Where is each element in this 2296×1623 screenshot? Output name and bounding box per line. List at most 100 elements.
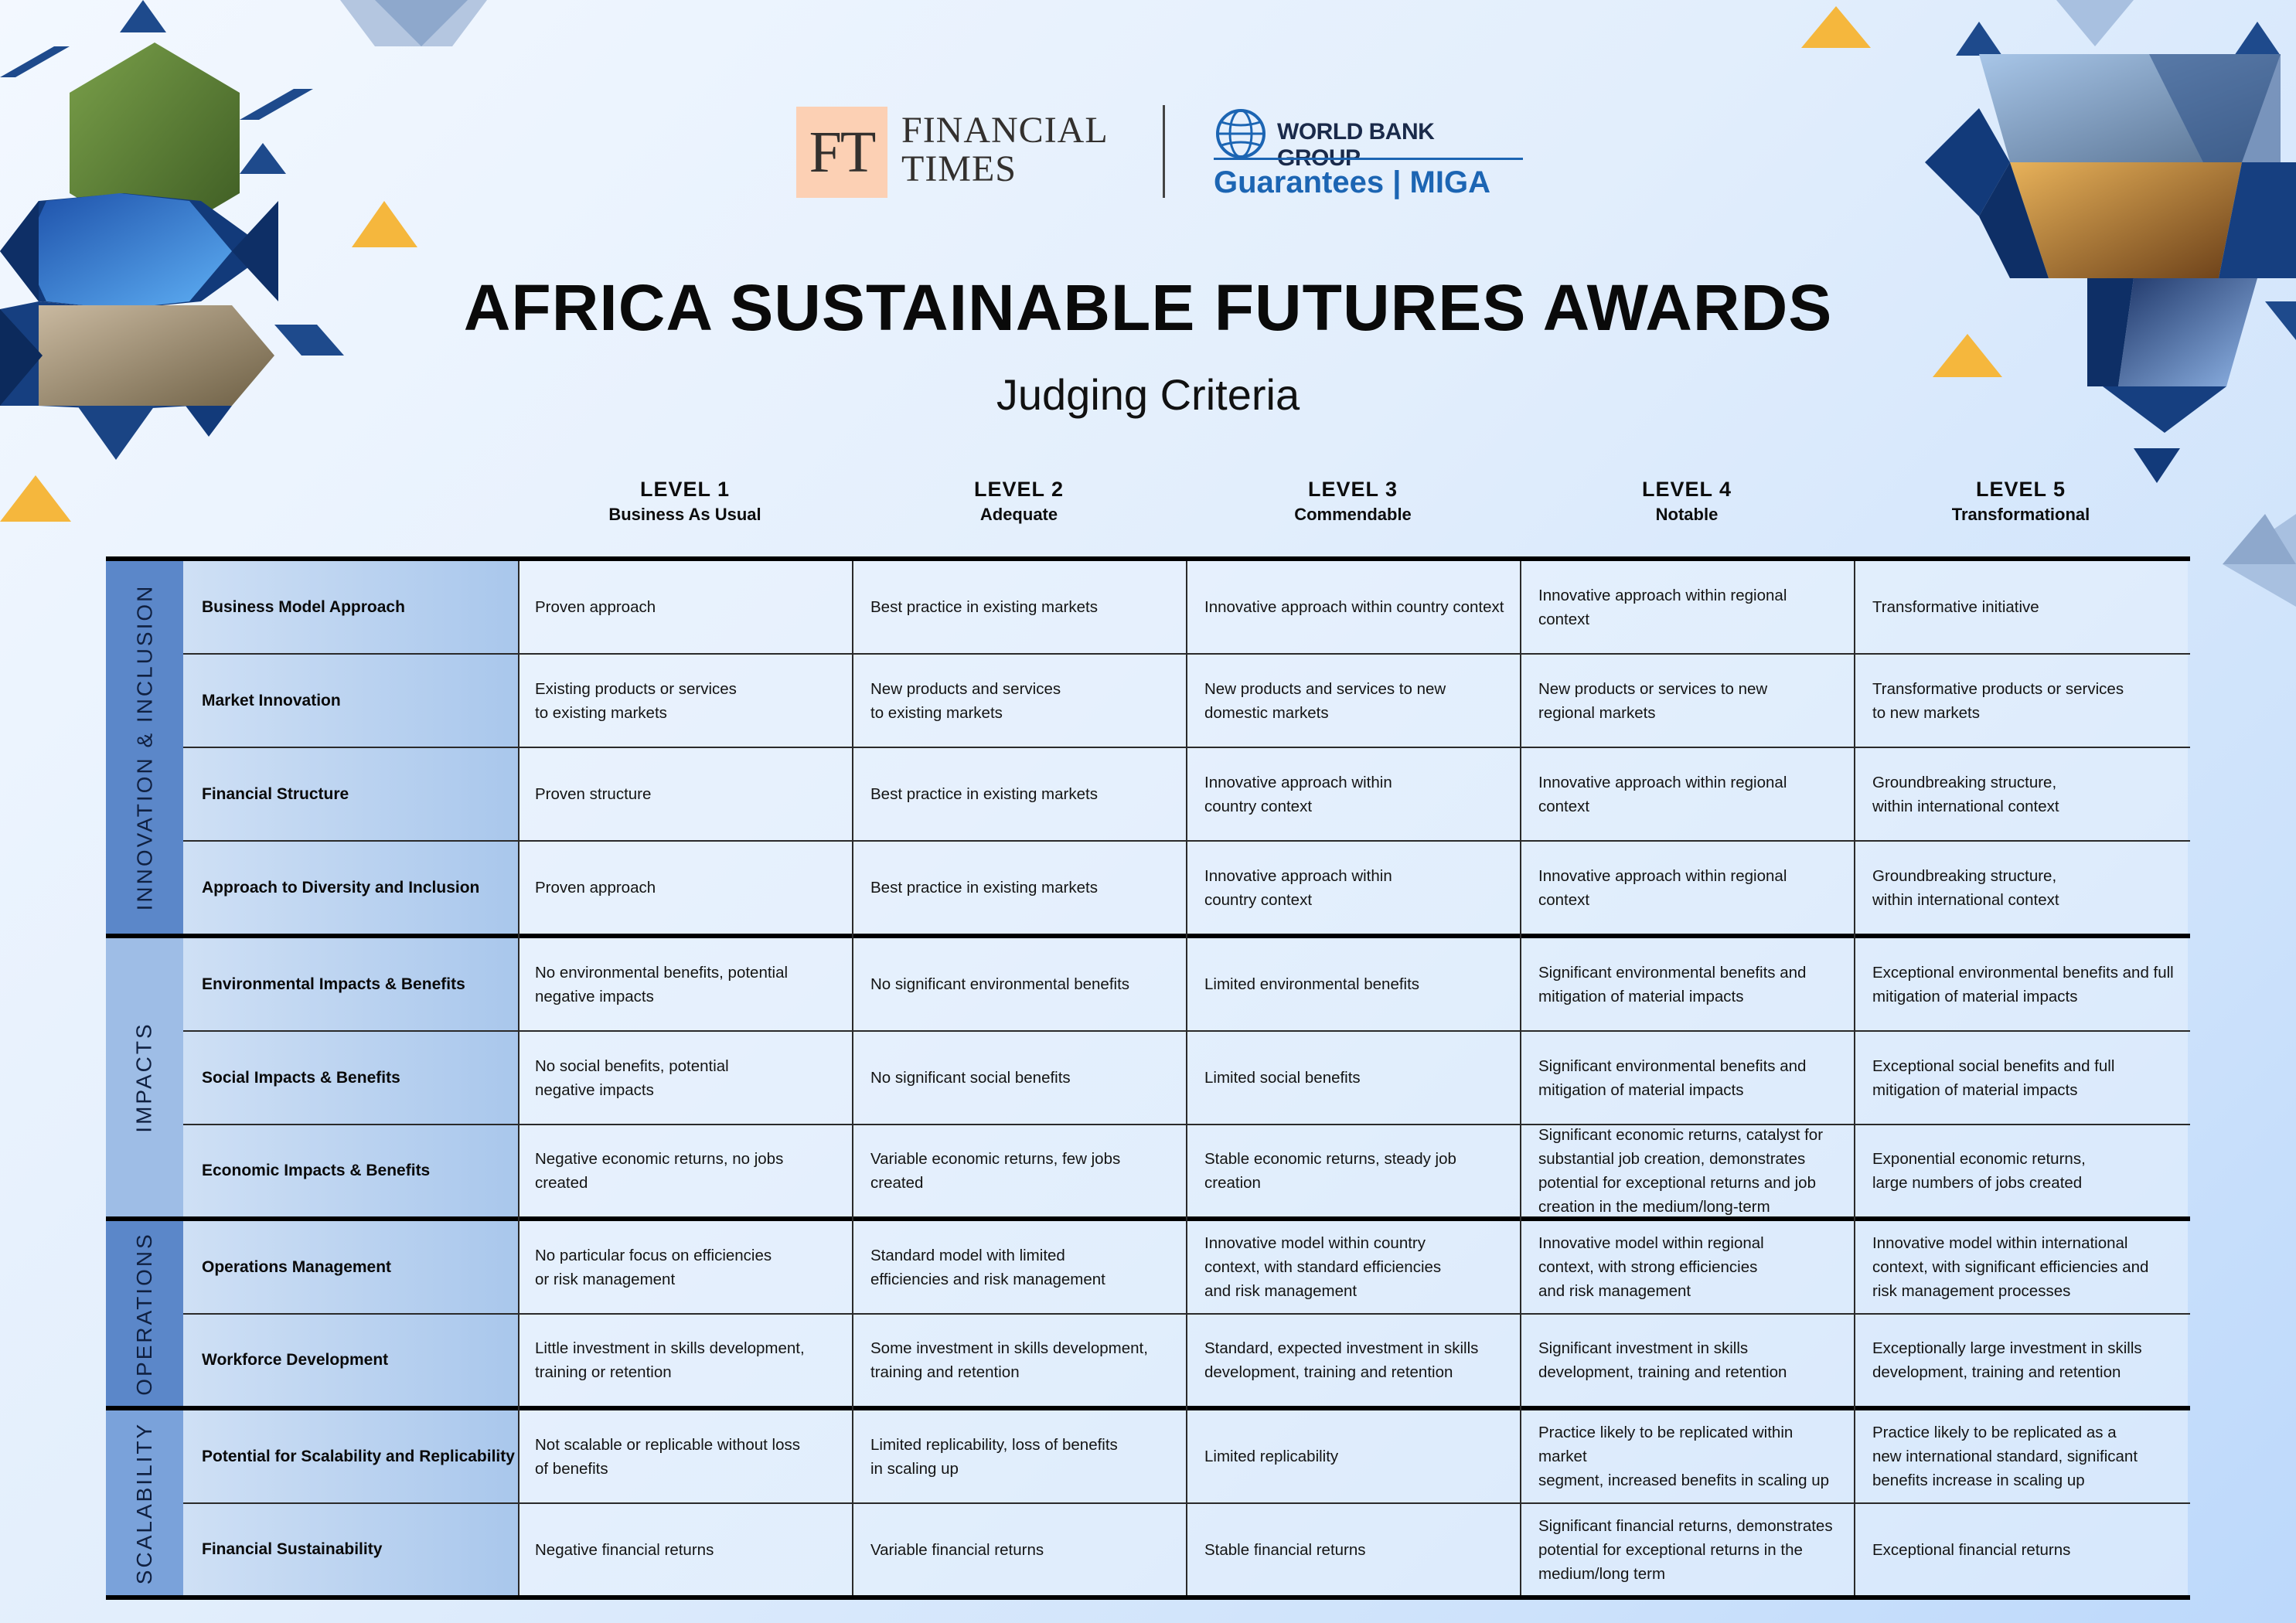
group-band: INNOVATION & INCLUSION xyxy=(106,561,183,934)
cell-text: Significant financial returns, demonstra… xyxy=(1538,1516,1833,1583)
cell-text: Exceptionally large investment in skills… xyxy=(1872,1339,2142,1381)
cell-text: Little investment in skills development,… xyxy=(535,1339,805,1381)
header-logos: FT FINANCIAL TIMES WORLD BANK GROUP Guar… xyxy=(796,100,1523,209)
cell-text: Significant economic returns, catalyst f… xyxy=(1538,1126,1824,1216)
table-cell: New products and services to existing ma… xyxy=(853,655,1186,747)
cell-text: No significant social benefits xyxy=(870,1069,1071,1087)
column-separator xyxy=(852,561,853,1595)
table-cell: Groundbreaking structure, within interna… xyxy=(1855,748,2188,840)
level-name: Adequate xyxy=(979,505,1058,524)
table-cell: Proven structure xyxy=(518,748,852,840)
table-cell: Significant economic returns, catalyst f… xyxy=(1521,1125,1854,1216)
table-cell: Innovative approach within regional cont… xyxy=(1521,561,1854,653)
cell-text: Best practice in existing markets xyxy=(870,598,1098,616)
column-separator xyxy=(518,561,519,1595)
table-cell: Variable financial returns xyxy=(853,1504,1186,1595)
cell-text: New products and services to new domesti… xyxy=(1204,679,1446,722)
cell-text: Best practice in existing markets xyxy=(870,879,1098,897)
cell-text: No environmental benefits, potential neg… xyxy=(535,963,789,1005)
level-number: LEVEL 5 xyxy=(1975,478,2066,501)
table-cell: Existing products or services to existin… xyxy=(518,655,852,747)
world-bank-rule xyxy=(1214,158,1523,160)
table-cell: Negative financial returns xyxy=(518,1504,852,1595)
group-separator-rule xyxy=(106,1406,2190,1410)
cell-text: Stable economic returns, steady job crea… xyxy=(1204,1150,1456,1192)
table-cell: Exceptional financial returns xyxy=(1855,1504,2188,1595)
cell-text: Practice likely to be replicated within … xyxy=(1538,1424,1830,1489)
table-cell: Significant financial returns, demonstra… xyxy=(1521,1504,1854,1595)
cell-text: Innovative approach within country conte… xyxy=(1204,773,1392,815)
table-cell: Practice likely to be replicated within … xyxy=(1521,1410,1854,1502)
cell-text: Standard model with limited efficiencies… xyxy=(870,1246,1105,1288)
ft-logo-mark: FT xyxy=(796,107,887,198)
criterion-label: Operations Management xyxy=(183,1221,518,1313)
cell-text: Innovative model within international co… xyxy=(1872,1234,2149,1300)
table-cell: New products and services to new domesti… xyxy=(1187,655,1520,747)
group-separator-rule xyxy=(106,1216,2190,1221)
ft-name-line1: FINANCIAL xyxy=(901,110,1109,151)
column-separator xyxy=(1520,561,1521,1595)
criterion-label: Approach to Diversity and Inclusion xyxy=(183,842,518,934)
table-cell: Transformative products or services to n… xyxy=(1855,655,2188,747)
level-name: Notable xyxy=(1655,505,1719,524)
table-cell: Innovative model within country context,… xyxy=(1187,1221,1520,1313)
cell-text: Innovative model within country context,… xyxy=(1204,1234,1442,1300)
table-cell: Innovative approach within regional cont… xyxy=(1521,748,1854,840)
criteria-table: INNOVATION & INCLUSION IMPACTS OPERATIONS S… xyxy=(106,556,2190,1600)
table-cell: Significant environmental benefits and m… xyxy=(1521,1032,1854,1124)
table-cell: Standard, expected investment in skills … xyxy=(1187,1315,1520,1406)
group-label: INNOVATION & INCLUSION xyxy=(132,584,156,911)
table-cell: Significant environmental benefits and m… xyxy=(1521,938,1854,1030)
cell-text: Limited social benefits xyxy=(1204,1069,1361,1087)
criterion-label: Financial Structure xyxy=(183,748,518,840)
table-cell: Limited replicability xyxy=(1187,1410,1520,1502)
criterion-label: Market Innovation xyxy=(183,655,518,747)
table-cell: No significant social benefits xyxy=(853,1032,1186,1124)
column-separator xyxy=(1854,561,1855,1595)
cell-text: Significant environmental benefits and m… xyxy=(1538,1056,1807,1099)
cell-text: Proven approach xyxy=(535,879,656,897)
level-number: LEVEL 3 xyxy=(1307,478,1398,501)
world-bank-name: WORLD BANK GROUP xyxy=(1277,119,1435,171)
cell-text: Innovative approach within regional cont… xyxy=(1538,866,1787,909)
table-cell: Best practice in existing markets xyxy=(853,561,1186,653)
cell-text: Limited replicability, loss of benefits … xyxy=(870,1435,1118,1478)
cell-text: Variable financial returns xyxy=(870,1540,1044,1559)
group-label: IMPACTS xyxy=(132,1022,157,1133)
criterion-label: Financial Sustainability xyxy=(183,1504,518,1595)
cell-text: Limited replicability xyxy=(1204,1448,1339,1465)
group-band: SCALABILITY xyxy=(106,1410,183,1595)
level-number: LEVEL 1 xyxy=(639,478,731,501)
cell-text: Proven approach xyxy=(535,598,656,616)
logo-divider xyxy=(1163,105,1165,198)
cell-text: Limited environmental benefits xyxy=(1204,975,1420,993)
cell-text: Not scalable or replicable without loss … xyxy=(535,1435,800,1478)
cell-text: Innovative approach within country conte… xyxy=(1204,866,1392,909)
cell-text: Innovative approach within regional cont… xyxy=(1538,586,1787,628)
table-cell: Negative economic returns, no jobs creat… xyxy=(518,1125,852,1216)
group-separator-rule xyxy=(106,934,2190,938)
cell-text: Negative economic returns, no jobs creat… xyxy=(535,1150,784,1192)
cell-text: Some investment in skills development, t… xyxy=(870,1339,1148,1381)
table-cell: Variable economic returns, few jobs crea… xyxy=(853,1125,1186,1216)
criterion-label: Business Model Approach xyxy=(183,561,518,653)
level-header-4: LEVEL 4 Notable xyxy=(1520,478,1854,525)
table-cell: Limited replicability, loss of benefits … xyxy=(853,1410,1186,1502)
ft-logo-name: FINANCIAL TIMES xyxy=(901,111,1109,189)
table-cell: Not scalable or replicable without loss … xyxy=(518,1410,852,1502)
level-name: Business As Usual xyxy=(608,505,761,524)
cell-text: Groundbreaking structure, within interna… xyxy=(1872,866,2059,909)
cell-text: Negative financial returns xyxy=(535,1540,714,1559)
cell-text: Significant environmental benefits and m… xyxy=(1538,963,1807,1005)
table-cell: No significant environmental benefits xyxy=(853,938,1186,1030)
level-header-3: LEVEL 3 Commendable xyxy=(1186,478,1520,525)
column-separator xyxy=(1186,561,1187,1595)
group-separator-rule xyxy=(106,1595,2190,1600)
level-name: Transformational xyxy=(1951,505,2090,524)
table-cell: Limited social benefits xyxy=(1187,1032,1520,1124)
cell-text: Variable economic returns, few jobs crea… xyxy=(870,1150,1121,1192)
globe-icon xyxy=(1216,109,1266,158)
left-mosaic xyxy=(0,0,487,522)
cell-text: Exponential economic returns, large numb… xyxy=(1872,1150,2086,1192)
